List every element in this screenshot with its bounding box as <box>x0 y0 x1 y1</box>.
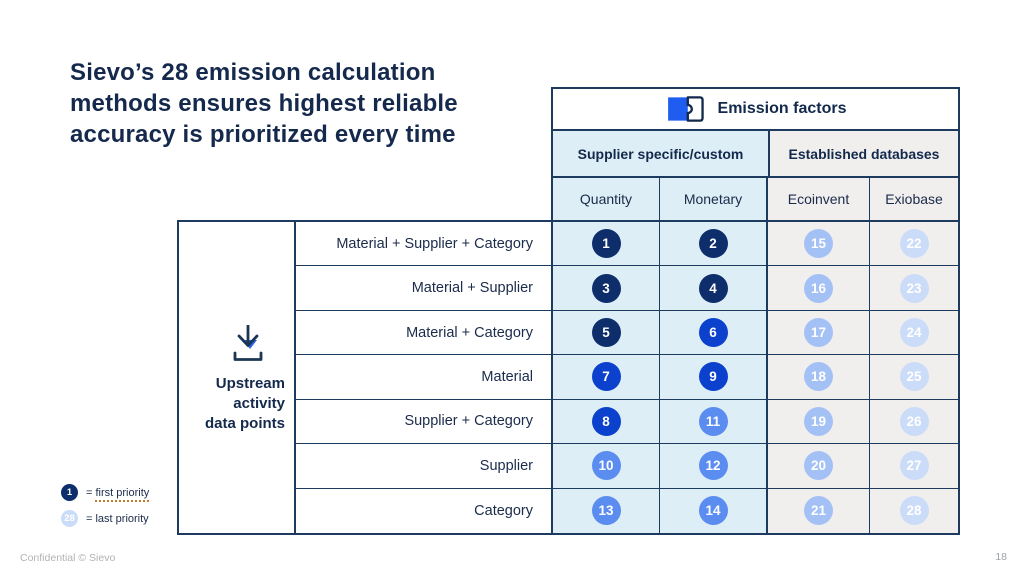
row-label: Material + Category <box>296 311 551 356</box>
matrix-cell: 15 <box>768 222 870 267</box>
matrix-cell: 1 <box>553 222 660 267</box>
matrix-cell: 18 <box>768 355 870 400</box>
priority-circle: 13 <box>591 496 621 526</box>
legend-first-circle: 1 <box>61 484 78 501</box>
group-established-databases: Established databases <box>770 131 958 176</box>
priority-circle: 19 <box>804 406 833 436</box>
priority-circle: 11 <box>698 406 728 436</box>
column-header-exiobase: Exiobase <box>870 178 958 220</box>
page-title-line: methods ensures highest reliable <box>70 90 458 117</box>
column-header-quantity: Quantity <box>553 178 660 220</box>
matrix-cell: 2 <box>660 222 768 267</box>
legend-first-text: = first priority <box>86 486 150 502</box>
row-label: Material + Supplier + Category <box>296 222 551 267</box>
matrix-cell: 16 <box>768 266 870 311</box>
row-label: Material + Supplier <box>296 266 551 311</box>
priority-circle: 1 <box>591 229 621 259</box>
emission-factors-label: Emission factors <box>717 100 847 117</box>
matrix-cell: 27 <box>870 444 958 489</box>
priority-circle: 10 <box>591 451 621 481</box>
priority-matrix: 1 2 15 22 3 4 16 23 5 6 17 24 7 9 18 25 … <box>553 220 960 535</box>
matrix-cell: 11 <box>660 399 768 445</box>
matrix-cell: 25 <box>870 355 958 400</box>
page-title-line: accuracy is prioritized every time <box>70 121 456 148</box>
matrix-cell: 26 <box>870 399 958 445</box>
matrix-cell: 24 <box>870 310 958 356</box>
priority-circle: 14 <box>698 496 728 526</box>
priority-matrix-body: Upstream activity data points Material +… <box>177 220 960 535</box>
row-labels-column: Material + Supplier + Category Material … <box>296 220 553 535</box>
matrix-cell: 12 <box>660 444 768 489</box>
matrix-cell: 19 <box>768 399 870 445</box>
priority-circle: 21 <box>804 496 833 526</box>
priority-circle: 18 <box>804 362 833 392</box>
matrix-cell: 6 <box>660 310 768 356</box>
upstream-axis-label: Upstream activity data points <box>204 374 285 432</box>
page-title: Sievo’s 28 emission calculation methods … <box>70 57 458 150</box>
matrix-cell: 22 <box>870 222 958 267</box>
matrix-cell: 23 <box>870 266 958 311</box>
priority-circle: 24 <box>899 318 929 348</box>
upstream-axis-box: Upstream activity data points <box>177 220 296 535</box>
priority-circle: 5 <box>591 318 621 348</box>
matrix-cell: 20 <box>768 444 870 489</box>
priority-circle: 17 <box>804 318 833 348</box>
priority-circle: 27 <box>899 451 929 481</box>
column-header-ecoinvent: Ecoinvent <box>768 178 870 220</box>
matrix-cell: 28 <box>870 488 958 533</box>
group-supplier-specific: Supplier specific/custom <box>553 131 770 176</box>
row-label: Supplier <box>296 444 551 489</box>
priority-circle: 20 <box>804 451 833 481</box>
priority-circle: 28 <box>899 496 929 526</box>
matrix-cell: 10 <box>553 444 660 489</box>
priority-circle: 7 <box>591 362 621 392</box>
priority-circle: 15 <box>804 229 833 259</box>
priority-circle: 9 <box>698 362 728 392</box>
priority-circle: 22 <box>899 229 929 259</box>
priority-circle: 8 <box>591 406 621 436</box>
column-groups-row: Supplier specific/custom Established dat… <box>551 131 960 178</box>
priority-circle: 25 <box>899 362 929 392</box>
confidential-footer: Confidential © Sievo <box>20 552 116 564</box>
page-number: 18 <box>995 551 1007 563</box>
priority-circle: 26 <box>899 406 929 436</box>
matrix-cell: 3 <box>553 266 660 311</box>
priority-circle: 23 <box>899 273 929 303</box>
matrix-cell: 21 <box>768 488 870 533</box>
puzzle-icon <box>667 96 704 122</box>
emission-factors-header: Emission factors Supplier specific/custo… <box>551 87 960 220</box>
matrix-cell: 7 <box>553 355 660 400</box>
download-arrow-icon <box>233 324 263 361</box>
priority-circle: 6 <box>698 318 728 348</box>
legend-item-last-priority: 28 = last priority <box>61 510 149 527</box>
matrix-cell: 13 <box>553 488 660 533</box>
column-header-monetary: Monetary <box>660 178 768 220</box>
row-label: Category <box>474 502 533 519</box>
matrix-cell: 9 <box>660 355 768 400</box>
matrix-cell: 14 <box>660 488 768 533</box>
matrix-cell: 8 <box>553 399 660 445</box>
priority-circle: 3 <box>591 273 621 303</box>
legend-last-text: = last priority <box>86 512 149 525</box>
legend-item-first-priority: 1 = first priority <box>61 484 150 502</box>
matrix-cell: 4 <box>660 266 768 311</box>
page-title-line: Sievo’s 28 emission calculation <box>70 59 436 86</box>
priority-circle: 4 <box>698 273 728 303</box>
priority-circle: 12 <box>698 451 728 481</box>
priority-circle: 2 <box>698 229 728 259</box>
row-label: Material <box>296 355 551 400</box>
matrix-cell: 17 <box>768 310 870 356</box>
legend-last-circle: 28 <box>61 510 78 527</box>
priority-legend: 1 = first priority 28 = last priority <box>61 484 150 536</box>
emission-factors-title-cell: Emission factors <box>551 87 960 131</box>
matrix-cell: 5 <box>553 310 660 356</box>
column-headers-row: Quantity Monetary Ecoinvent Exiobase <box>551 178 960 220</box>
row-label: Supplier + Category <box>296 400 551 445</box>
priority-circle: 16 <box>804 273 833 303</box>
